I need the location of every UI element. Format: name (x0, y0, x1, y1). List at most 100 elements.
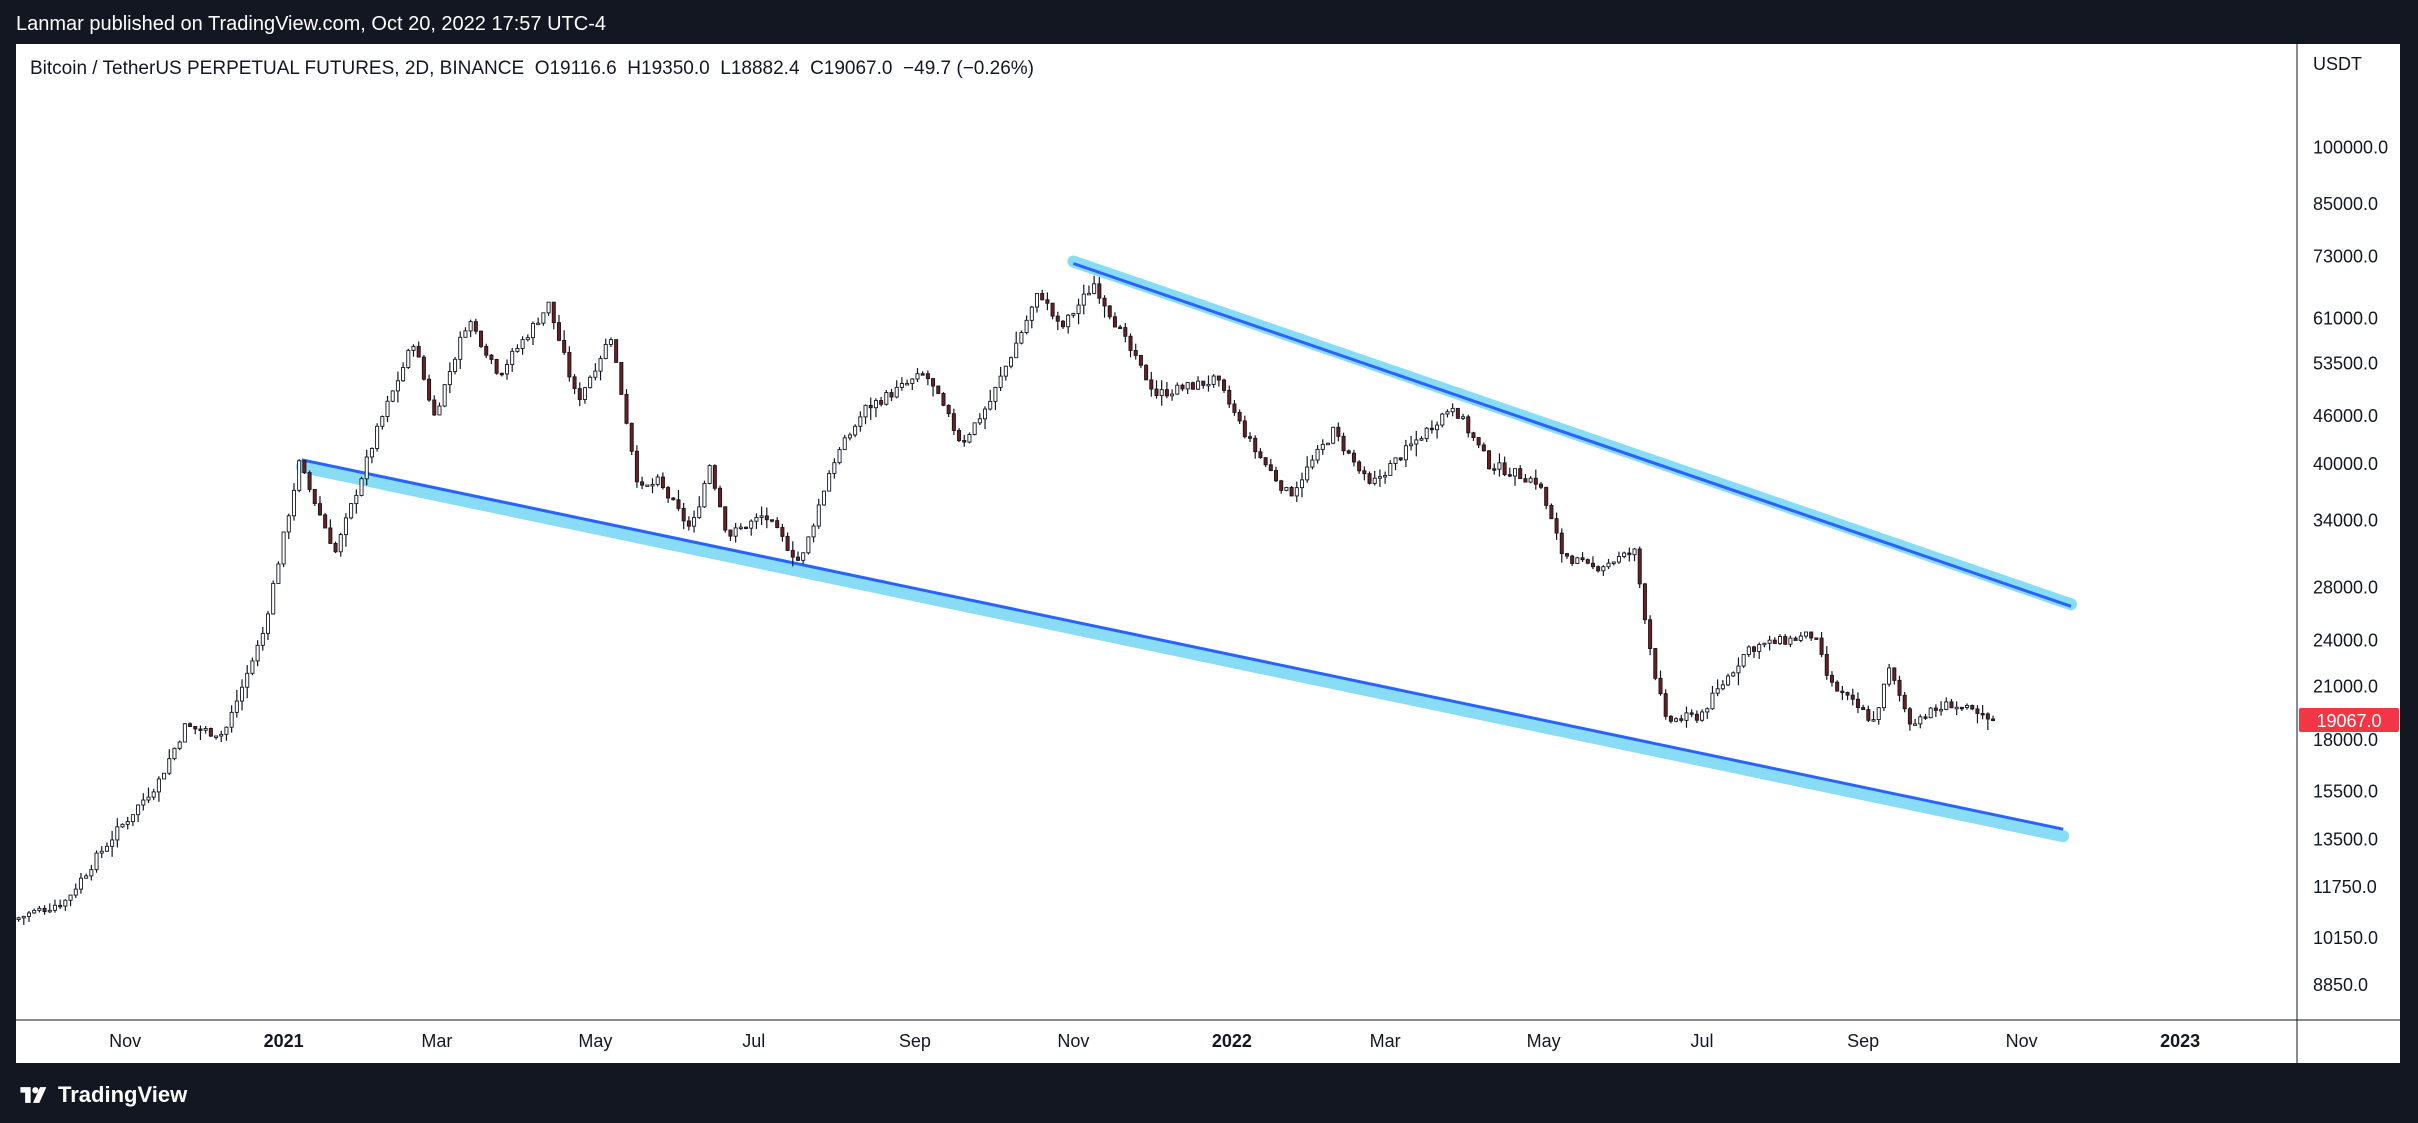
candle (1538, 483, 1544, 488)
candle (1159, 389, 1164, 397)
candle (671, 497, 676, 501)
x-tick-label: 2023 (2160, 1031, 2200, 1051)
candle (832, 462, 837, 474)
y-tick-label: 18000.0 (2313, 730, 2378, 750)
candle (1268, 464, 1273, 471)
candle (468, 321, 473, 332)
candle (1351, 452, 1356, 463)
candle (136, 804, 141, 816)
candle (1466, 416, 1471, 434)
candle (795, 556, 800, 561)
candle (567, 351, 572, 378)
candle (1954, 706, 1959, 710)
candle (1279, 480, 1284, 491)
candle (125, 821, 130, 825)
candle (1034, 293, 1040, 308)
candle (447, 371, 452, 386)
candle (1107, 305, 1112, 318)
candle (177, 741, 182, 749)
candle (1944, 701, 1949, 710)
price-chart[interactable]: USDT 100000.0 85000.0 73000.0 61000.0 53500.0… (16, 44, 2400, 1063)
candle (1299, 479, 1304, 489)
candle (619, 361, 624, 395)
candle (473, 321, 478, 332)
candle (1201, 380, 1206, 386)
candle (78, 877, 83, 890)
candle (1850, 694, 1855, 700)
candle (1835, 681, 1840, 692)
candle (858, 416, 863, 427)
candle (364, 456, 369, 480)
candle (156, 778, 161, 793)
candle (115, 826, 120, 841)
x-tick-label: Mar (1370, 1031, 1401, 1051)
candle (1980, 713, 1985, 716)
last-price-label: 19067.0 (2316, 711, 2381, 731)
footer-brand[interactable]: TradingView (58, 1082, 188, 1107)
candle (936, 385, 941, 394)
candle (1803, 631, 1808, 637)
candle (1715, 688, 1720, 694)
candle (733, 527, 738, 537)
candle (1564, 553, 1569, 557)
candle (1019, 332, 1024, 344)
candle (1513, 468, 1518, 477)
candle (1320, 443, 1325, 450)
candle (1294, 487, 1299, 497)
candle (1081, 293, 1086, 306)
candle (1414, 439, 1419, 445)
candle (868, 404, 873, 409)
candle (1939, 708, 1944, 712)
x-tick-label: Jul (742, 1031, 765, 1051)
candle (406, 349, 411, 368)
candle (702, 482, 707, 508)
candle (1876, 707, 1881, 721)
candle (692, 517, 697, 527)
candle (354, 494, 359, 505)
candle (1066, 314, 1071, 328)
candle (42, 907, 47, 913)
candle (551, 301, 556, 324)
candle (68, 894, 73, 901)
candle (718, 487, 723, 508)
candle (920, 373, 925, 376)
candle (588, 376, 593, 389)
candle (972, 422, 977, 435)
candle (255, 644, 260, 662)
candle (1829, 674, 1834, 683)
tradingview-logo-icon[interactable] (16, 1084, 50, 1106)
candle (1315, 448, 1320, 461)
candle (1325, 442, 1330, 446)
candle (946, 404, 951, 415)
candle (775, 520, 780, 528)
candle (640, 481, 645, 486)
candle (276, 563, 281, 584)
candle (983, 408, 988, 420)
candle (52, 904, 57, 911)
candle (250, 660, 255, 674)
candle (1720, 684, 1725, 690)
candle (442, 384, 447, 407)
candle (962, 440, 967, 443)
footer-bar: TradingView (16, 1078, 187, 1112)
candle (1133, 350, 1138, 356)
header-bar: Lanmar published on TradingView.com, Oct… (0, 0, 2418, 44)
chart-panel[interactable]: USDT 100000.0 85000.0 73000.0 61000.0 53500.0… (16, 44, 2400, 1063)
candle (889, 392, 894, 398)
candle (1590, 562, 1595, 568)
candle (556, 322, 561, 341)
candle (203, 728, 208, 731)
candle (1746, 646, 1751, 655)
candle (99, 850, 104, 854)
candle (349, 503, 354, 519)
candle (785, 535, 790, 551)
candle (1622, 552, 1627, 557)
candle (1372, 477, 1377, 484)
candle (1985, 713, 1990, 720)
candle (1668, 715, 1673, 722)
candle (1923, 716, 1928, 719)
candle (608, 339, 613, 345)
y-tick-label: 13500.0 (2313, 829, 2378, 849)
candle (1024, 319, 1029, 333)
candle (343, 517, 348, 536)
